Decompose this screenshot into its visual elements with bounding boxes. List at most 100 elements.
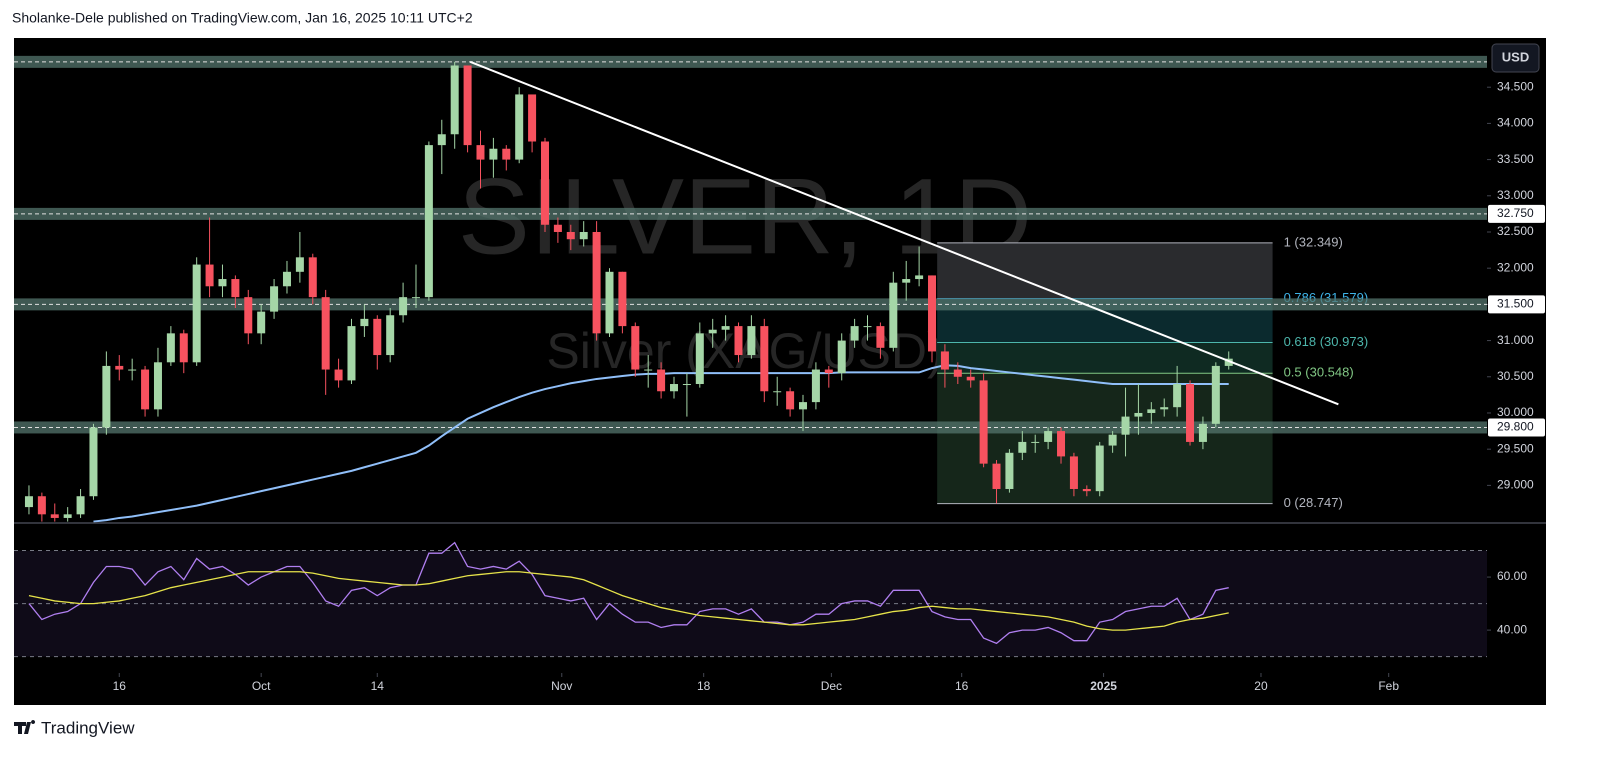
candle-body	[657, 369, 666, 392]
rsi-line	[28, 571, 1229, 631]
candle-body	[270, 286, 279, 312]
candle-body	[928, 275, 937, 352]
candle-body	[1108, 434, 1117, 446]
candle-body	[515, 94, 524, 160]
level-label-box	[1488, 204, 1545, 223]
candle-body	[50, 514, 59, 518]
fib-zone	[937, 242, 1273, 299]
candle-body	[437, 134, 446, 146]
level-label-box	[1488, 418, 1545, 437]
y-tick-label: 34.000	[1497, 116, 1534, 130]
logo-icon	[14, 720, 36, 734]
x-tick-label: Dec	[821, 679, 842, 693]
candle-body	[553, 224, 562, 232]
x-tick-label: Oct	[252, 679, 271, 693]
candle-body	[566, 231, 575, 240]
y-tick-label: 31.000	[1497, 333, 1534, 347]
candle-body	[631, 326, 640, 370]
candle-body	[24, 496, 33, 508]
candle-body	[708, 329, 717, 334]
candle-body	[1044, 431, 1053, 442]
x-tick-label: Feb	[1378, 679, 1399, 693]
candle-body	[218, 279, 227, 287]
fib-label: 1 (32.349)	[1284, 234, 1343, 249]
rsi-tick-label: 40.00	[1497, 622, 1527, 636]
candle-body	[992, 463, 1001, 489]
candle-body	[424, 145, 433, 298]
y-tick-label: 32.500	[1497, 224, 1534, 238]
x-tick-label: 14	[371, 679, 385, 693]
candle-body	[89, 427, 98, 497]
candle-body	[399, 297, 408, 316]
candle-body	[618, 271, 627, 327]
candle-body	[244, 297, 253, 334]
candle-body	[682, 384, 691, 386]
currency-button[interactable]	[1491, 43, 1540, 73]
candle-body	[1031, 441, 1040, 443]
candle-body	[63, 514, 72, 518]
candle-body	[695, 333, 704, 385]
candle-body	[811, 369, 820, 403]
candle-body	[669, 384, 678, 392]
candle-body	[1057, 431, 1066, 457]
rsi-line	[28, 541, 1229, 645]
candle-body	[128, 369, 137, 371]
tradingview-logo: TradingView	[14, 718, 135, 737]
candle-body	[592, 231, 601, 334]
x-tick-label: Nov	[551, 679, 572, 693]
x-tick-label: 18	[697, 679, 711, 693]
candle-body	[799, 402, 808, 410]
candle-body	[902, 279, 911, 283]
currency-label: USD	[1502, 49, 1529, 64]
candle-body	[179, 333, 188, 363]
y-tick-label: 33.500	[1497, 152, 1534, 166]
candle-body	[915, 275, 924, 280]
candle-body	[747, 326, 756, 356]
candle-body	[605, 271, 614, 334]
candle-body	[1121, 416, 1130, 435]
x-tick-label: 20	[1254, 679, 1268, 693]
candle-body	[966, 376, 975, 381]
plot-layer: 29.000 29.500 30.000 30.500 31.000 31.500 32.0…	[14, 55, 1545, 693]
candle-body	[1211, 365, 1220, 424]
candle-body	[1186, 384, 1195, 442]
candle-body	[450, 65, 459, 135]
candle-body	[295, 257, 304, 272]
candle-body	[1082, 488, 1091, 492]
candle-body	[1160, 407, 1169, 410]
x-tick-label: 16	[113, 679, 127, 693]
candle-body	[1147, 409, 1156, 413]
candle-body	[115, 365, 124, 370]
y-tick-label: 30.000	[1497, 405, 1534, 419]
candle-body	[373, 318, 382, 356]
candle-body	[850, 326, 859, 341]
x-tick-label: 2025	[1090, 679, 1117, 693]
candle-body	[837, 340, 846, 374]
candle-body	[863, 326, 872, 328]
candle-body	[1173, 384, 1182, 408]
candle-body	[153, 362, 162, 410]
candle-body	[1005, 452, 1014, 489]
candle-body	[876, 326, 885, 348]
candle-body	[489, 148, 498, 160]
candle-body	[889, 282, 898, 348]
candle-body	[411, 297, 420, 299]
candle-body	[282, 271, 291, 287]
candle-body	[37, 496, 46, 515]
candle-body	[102, 365, 111, 428]
candle-body	[476, 145, 485, 160]
y-tick-label: 34.500	[1497, 79, 1534, 93]
candle-body	[386, 315, 395, 356]
y-tick-label: 32.000	[1497, 260, 1534, 274]
candle-body	[773, 391, 782, 393]
level-label: 29.800	[1497, 420, 1534, 434]
logo-text: TradingView	[41, 718, 135, 737]
candle-body	[1224, 358, 1233, 366]
candle-body	[1095, 445, 1104, 492]
y-tick-label: 30.500	[1497, 369, 1534, 383]
level-label: 31.500	[1497, 297, 1534, 311]
trendline	[469, 60, 1339, 406]
candle-body	[360, 318, 369, 327]
candle-body	[463, 65, 472, 146]
